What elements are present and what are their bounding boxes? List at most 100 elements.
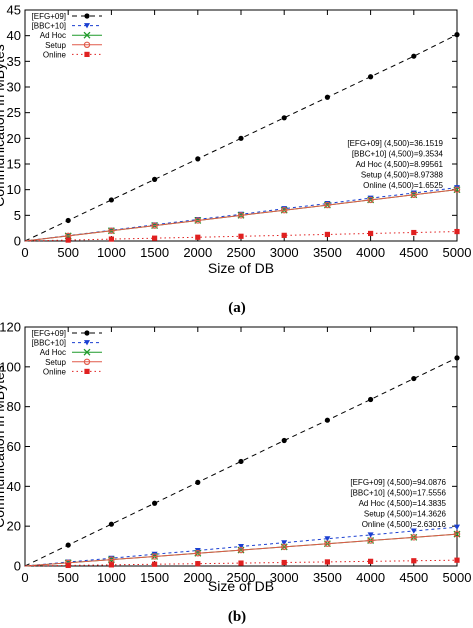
data-point	[238, 458, 244, 465]
series-online	[24, 228, 460, 243]
data-point	[108, 236, 114, 242]
data-point	[324, 540, 331, 547]
y-tick-label: 40	[7, 28, 21, 43]
annotation-label: Setup (4,500)=8.97388	[361, 171, 444, 180]
legend-label: Setup	[45, 358, 66, 367]
data-point	[410, 528, 417, 534]
data-point	[152, 235, 158, 241]
y-tick-label: 20	[7, 519, 21, 534]
data-point	[195, 156, 201, 162]
data-point	[108, 521, 114, 527]
data-point	[324, 94, 330, 100]
data-point	[238, 560, 244, 566]
x-tick-label: 2500	[227, 245, 256, 260]
x-tick-label: 1500	[140, 570, 169, 585]
legend-label: Online	[43, 50, 67, 59]
legend-label: [EFG+09]	[32, 12, 66, 21]
x-tick-label: 5000	[443, 570, 472, 585]
data-point	[195, 561, 201, 567]
y-tick-label: 25	[7, 105, 21, 120]
data-point	[65, 542, 71, 548]
legend-label: Online	[43, 367, 67, 376]
data-point	[367, 537, 374, 544]
data-point	[195, 234, 201, 240]
series-bbc-10	[24, 524, 460, 567]
series-line	[24, 533, 458, 567]
x-tick-label: 500	[57, 245, 79, 260]
data-point	[65, 562, 71, 569]
data-point	[152, 500, 158, 506]
data-point	[152, 561, 158, 567]
annotation-label: Setup (4,500)=14.3626	[364, 510, 447, 519]
series-line	[24, 357, 458, 567]
x-tick-label: 4000	[356, 245, 385, 260]
x-tick-label: 1500	[140, 245, 169, 260]
data-point	[454, 228, 460, 235]
x-tick-label: 2000	[183, 570, 212, 585]
legend-marker	[84, 23, 90, 29]
data-point	[410, 191, 417, 198]
data-point	[454, 32, 460, 38]
x-tick-label: 0	[21, 570, 28, 585]
data-point	[368, 558, 374, 564]
y-axis-label: Communication in MBytes	[0, 365, 7, 528]
legend-marker	[83, 358, 91, 365]
data-point	[237, 212, 245, 219]
x-tick-label: 4500	[399, 245, 428, 260]
legend-marker	[84, 13, 90, 19]
annotation-label: [BBC+10] (4,500)=9.3534	[352, 150, 444, 159]
annotation-label: Online (4,500)=1.6525	[363, 181, 443, 190]
series-efg-09	[24, 32, 460, 242]
data-point	[65, 217, 71, 224]
y-tick-label: 40	[7, 479, 21, 494]
y-tick-label: 0	[14, 559, 21, 574]
data-point	[411, 558, 417, 564]
y-tick-label: 5	[14, 208, 21, 223]
data-point	[368, 396, 374, 403]
data-point	[367, 196, 374, 204]
data-point	[65, 237, 71, 243]
data-point	[281, 559, 287, 566]
annotation-label: [EFG+09] (4,500)=36.1519	[347, 139, 443, 148]
series-efg-09	[24, 355, 460, 567]
data-point	[324, 201, 331, 209]
data-point	[324, 559, 330, 565]
series-online	[24, 557, 460, 569]
data-point	[454, 557, 460, 563]
annotation-label: Ad Hoc (4,500)=14.3835	[359, 499, 447, 508]
data-point	[281, 206, 288, 214]
figure-caption: (a)	[228, 300, 246, 316]
data-point	[108, 197, 114, 203]
data-point	[453, 186, 461, 193]
data-point	[368, 74, 374, 80]
legend-marker	[84, 340, 90, 346]
data-point	[367, 195, 374, 201]
data-point	[454, 185, 460, 191]
data-point	[281, 232, 287, 238]
x-tick-label: 1000	[97, 570, 126, 585]
series-line	[24, 189, 458, 242]
data-point	[281, 437, 287, 444]
y-tick-label: 0	[14, 234, 21, 249]
legend-marker	[84, 330, 90, 336]
x-tick-label: 5000	[443, 245, 472, 260]
y-tick-label: 10	[7, 182, 21, 197]
x-tick-label: 0	[21, 245, 28, 260]
data-point	[108, 556, 115, 563]
y-tick-label: 80	[7, 399, 21, 414]
x-tick-label: 4000	[356, 570, 385, 585]
y-axis-label: Communication in MBytes	[0, 44, 7, 207]
legend-marker	[83, 41, 91, 49]
legend-label: [EFG+09]	[32, 329, 66, 338]
legend-label: [BBC+10]	[32, 22, 66, 31]
legend-label: Ad Hoc	[40, 31, 66, 40]
y-tick-label: 120	[0, 320, 21, 335]
data-point	[410, 534, 417, 541]
data-point	[238, 233, 244, 239]
x-tick-label: 3000	[270, 570, 299, 585]
data-point	[281, 115, 287, 121]
x-tick-label: 500	[57, 570, 79, 585]
data-point	[368, 230, 374, 237]
